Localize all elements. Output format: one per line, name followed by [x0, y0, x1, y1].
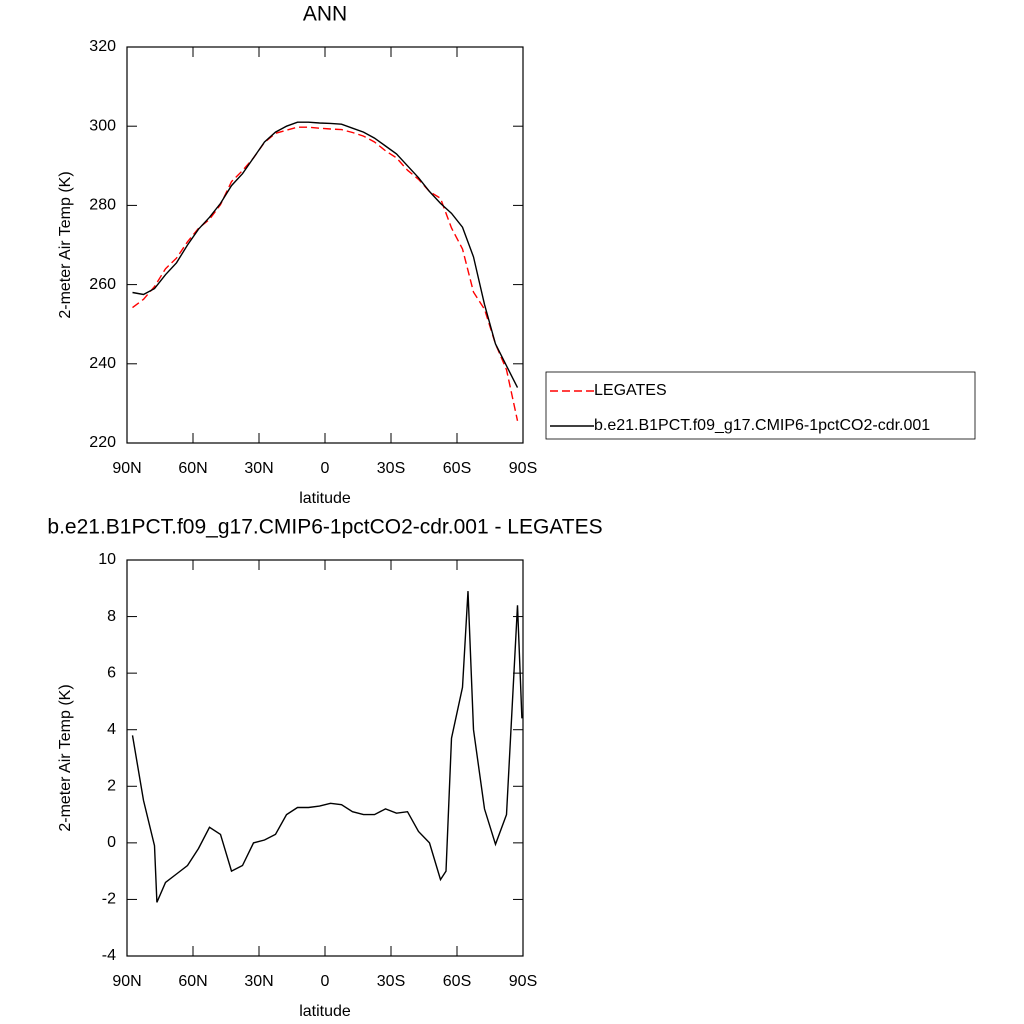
x-tick-label: 60N — [178, 973, 207, 990]
series-line — [132, 121, 519, 388]
x-tick-label: 90S — [509, 973, 537, 990]
y-tick-label: 300 — [89, 117, 116, 134]
legend-box — [545, 371, 976, 440]
x-tick-label: 30S — [377, 460, 405, 477]
y-tick-label: 260 — [89, 276, 116, 293]
legend-label: b.e21.B1PCT.f09_g17.CMIP6-1pctCO2-cdr.00… — [594, 417, 930, 434]
y-tick-label: 280 — [89, 197, 116, 214]
plot-frame — [126, 46, 524, 444]
x-tick-label: 30S — [377, 973, 405, 990]
x-axis-label: latitude — [299, 490, 351, 507]
y-tick-label: 6 — [107, 664, 116, 681]
x-tick-label: 60S — [443, 460, 471, 477]
x-tick-label: 90S — [509, 460, 537, 477]
series-line — [131, 591, 523, 903]
x-tick-label: 0 — [321, 973, 330, 990]
y-tick-label: -2 — [102, 891, 116, 908]
y-tick-label: 2 — [107, 778, 116, 795]
x-axis-label: latitude — [299, 1003, 351, 1020]
legend-label: LEGATES — [594, 382, 667, 399]
chart-title: ANN — [303, 3, 347, 26]
y-tick-label: 8 — [107, 608, 116, 625]
x-tick-label: 0 — [321, 460, 330, 477]
x-tick-label: 30N — [244, 973, 273, 990]
y-tick-label: 10 — [98, 551, 116, 568]
x-tick-label: 90N — [112, 460, 141, 477]
y-tick-label: 240 — [89, 355, 116, 372]
y-tick-label: 320 — [89, 38, 116, 55]
x-tick-label: 60N — [178, 460, 207, 477]
y-axis-label: 2-meter Air Temp (K) — [57, 171, 74, 318]
y-tick-label: 4 — [107, 721, 116, 738]
x-tick-label: 60S — [443, 973, 471, 990]
x-tick-label: 90N — [112, 973, 141, 990]
plot-frame — [126, 559, 524, 957]
y-axis-label: 2-meter Air Temp (K) — [57, 684, 74, 831]
y-tick-label: 220 — [89, 434, 116, 451]
y-tick-label: -4 — [102, 947, 116, 964]
x-tick-label: 30N — [244, 460, 273, 477]
series-line — [132, 126, 519, 421]
y-tick-label: 0 — [107, 834, 116, 851]
chart-title: b.e21.B1PCT.f09_g17.CMIP6-1pctCO2-cdr.00… — [47, 516, 602, 539]
